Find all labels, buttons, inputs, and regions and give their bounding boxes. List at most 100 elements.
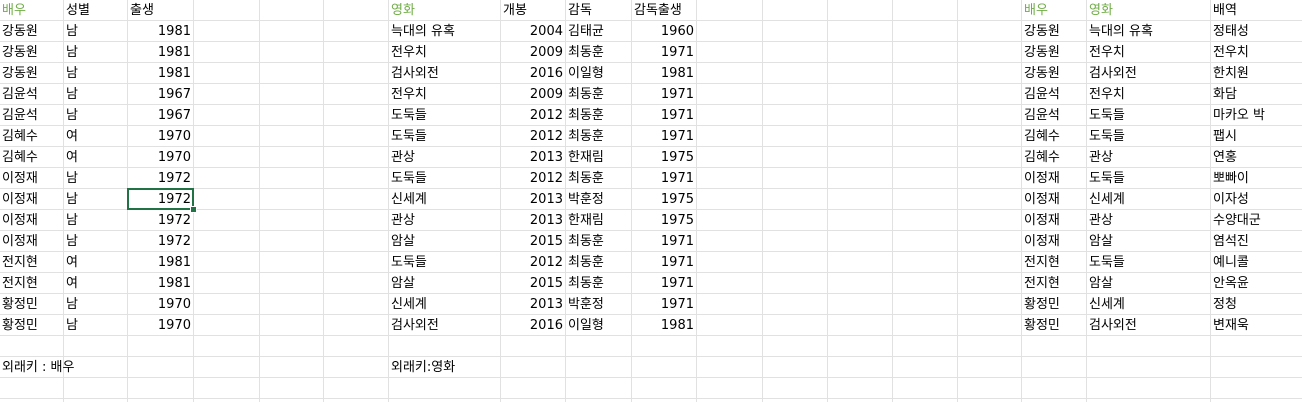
table-cell[interactable]: 강동원 bbox=[1024, 66, 1060, 81]
table-cell[interactable]: 남 bbox=[66, 213, 78, 228]
table-cell[interactable]: 2012 bbox=[529, 108, 563, 123]
table-cell[interactable]: 도둑들 bbox=[391, 108, 427, 123]
table-cell[interactable]: 강동원 bbox=[2, 45, 38, 60]
table-cell[interactable]: 이정재 bbox=[1024, 192, 1060, 207]
table-cell[interactable]: 전지현 bbox=[2, 255, 38, 270]
table-cell[interactable]: 1981 bbox=[660, 318, 694, 333]
table-cell[interactable]: 최동훈 bbox=[568, 255, 604, 270]
table-cell[interactable]: 김혜수 bbox=[2, 150, 38, 165]
table-cell[interactable]: 1971 bbox=[660, 108, 694, 123]
table-cell[interactable]: 도둑들 bbox=[391, 171, 427, 186]
table-cell[interactable]: 남 bbox=[66, 108, 78, 123]
table-cell[interactable]: 여 bbox=[66, 255, 78, 270]
table-cell[interactable]: 1970 bbox=[157, 150, 191, 165]
table-cell[interactable]: 수양대군 bbox=[1213, 213, 1261, 228]
table-cell[interactable]: 이정재 bbox=[2, 171, 38, 186]
table-cell[interactable]: 이정재 bbox=[2, 234, 38, 249]
table-cell[interactable]: 여 bbox=[66, 129, 78, 144]
table-cell[interactable]: 2013 bbox=[529, 213, 563, 228]
table-cell[interactable]: 최동훈 bbox=[568, 171, 604, 186]
table-cell[interactable]: 1972 bbox=[157, 171, 191, 186]
table-cell[interactable]: 1981 bbox=[157, 276, 191, 291]
header-cell[interactable]: 영화 bbox=[1089, 3, 1113, 18]
table-cell[interactable]: 황정민 bbox=[2, 297, 38, 312]
table-cell[interactable]: 신세계 bbox=[391, 297, 427, 312]
header-cell[interactable]: 배우 bbox=[1024, 3, 1048, 18]
table-cell[interactable]: 1971 bbox=[660, 297, 694, 312]
table-cell[interactable]: 김윤석 bbox=[1024, 108, 1060, 123]
table-cell[interactable]: 암살 bbox=[1089, 276, 1113, 291]
table-cell[interactable]: 황정민 bbox=[1024, 318, 1060, 333]
table-cell[interactable]: 황정민 bbox=[1024, 297, 1060, 312]
table-cell[interactable]: 남 bbox=[66, 297, 78, 312]
table-cell[interactable]: 이일형 bbox=[568, 66, 604, 81]
table-cell[interactable]: 남 bbox=[66, 66, 78, 81]
table-cell[interactable]: 검사외전 bbox=[1089, 66, 1137, 81]
table-cell[interactable]: 도둑들 bbox=[1089, 129, 1125, 144]
table-cell[interactable]: 남 bbox=[66, 24, 78, 39]
table-cell[interactable]: 전우치 bbox=[1089, 87, 1125, 102]
table-cell[interactable]: 관상 bbox=[1089, 213, 1113, 228]
table-cell[interactable]: 전지현 bbox=[1024, 255, 1060, 270]
table-cell[interactable]: 정태성 bbox=[1213, 24, 1249, 39]
table-cell[interactable]: 남 bbox=[66, 192, 78, 207]
table-cell[interactable]: 이정재 bbox=[2, 213, 38, 228]
table-cell[interactable]: 전우치 bbox=[391, 45, 427, 60]
table-cell[interactable]: 전지현 bbox=[2, 276, 38, 291]
header-cell[interactable]: 출생 bbox=[130, 3, 154, 18]
table-cell[interactable]: 전우치 bbox=[391, 87, 427, 102]
table-cell[interactable]: 최동훈 bbox=[568, 87, 604, 102]
table-cell[interactable]: 1970 bbox=[157, 129, 191, 144]
table-cell[interactable]: 신세계 bbox=[1089, 192, 1125, 207]
table-cell[interactable]: 이정재 bbox=[1024, 234, 1060, 249]
table-cell[interactable]: 2012 bbox=[529, 129, 563, 144]
table-cell[interactable]: 마카오 박 bbox=[1213, 108, 1265, 123]
table-cell[interactable]: 예니콜 bbox=[1213, 255, 1249, 270]
table-cell[interactable]: 팹시 bbox=[1213, 129, 1237, 144]
table-cell[interactable]: 늑대의 유혹 bbox=[391, 24, 455, 39]
table-cell[interactable]: 전우치 bbox=[1213, 45, 1249, 60]
table-cell[interactable]: 강동원 bbox=[1024, 45, 1060, 60]
table-cell[interactable]: 1970 bbox=[157, 297, 191, 312]
table-cell[interactable]: 최동훈 bbox=[568, 276, 604, 291]
table-cell[interactable]: 2009 bbox=[529, 45, 563, 60]
table-cell[interactable]: 도둑들 bbox=[1089, 255, 1125, 270]
table-cell[interactable]: 2013 bbox=[529, 150, 563, 165]
table-cell[interactable]: 여 bbox=[66, 276, 78, 291]
header-cell[interactable]: 감독 bbox=[568, 3, 592, 18]
table-cell[interactable]: 이정재 bbox=[1024, 171, 1060, 186]
table-cell[interactable]: 박훈정 bbox=[568, 297, 604, 312]
table-cell[interactable]: 2004 bbox=[529, 24, 563, 39]
table-cell[interactable]: 최동훈 bbox=[568, 45, 604, 60]
table-cell[interactable]: 강동원 bbox=[2, 24, 38, 39]
table-cell[interactable]: 김윤석 bbox=[2, 87, 38, 102]
table-cell[interactable]: 도둑들 bbox=[391, 255, 427, 270]
table-cell[interactable]: 1972 bbox=[157, 234, 191, 249]
table-cell[interactable]: 1972 bbox=[157, 213, 191, 228]
table-cell[interactable]: 2016 bbox=[529, 66, 563, 81]
table-cell[interactable]: 남 bbox=[66, 234, 78, 249]
table-cell[interactable]: 김혜수 bbox=[1024, 150, 1060, 165]
table-cell[interactable]: 김윤석 bbox=[2, 108, 38, 123]
table-cell[interactable]: 여 bbox=[66, 150, 78, 165]
table-cell[interactable]: 관상 bbox=[1089, 150, 1113, 165]
table-cell[interactable]: 1971 bbox=[660, 276, 694, 291]
header-cell[interactable]: 감독출생 bbox=[634, 3, 682, 18]
table-cell[interactable]: 1981 bbox=[157, 255, 191, 270]
table-cell[interactable]: 뽀빠이 bbox=[1213, 171, 1249, 186]
table-cell[interactable]: 1975 bbox=[660, 150, 694, 165]
table-cell[interactable]: 전우치 bbox=[1089, 45, 1125, 60]
table-cell[interactable]: 1981 bbox=[157, 66, 191, 81]
table-cell[interactable]: 남 bbox=[66, 171, 78, 186]
header-cell[interactable]: 성별 bbox=[66, 3, 90, 18]
table-cell[interactable]: 1971 bbox=[660, 87, 694, 102]
table-cell[interactable]: 이자성 bbox=[1213, 192, 1249, 207]
table-cell[interactable]: 1981 bbox=[157, 24, 191, 39]
table-cell[interactable]: 1981 bbox=[660, 66, 694, 81]
table-cell[interactable]: 1960 bbox=[660, 24, 694, 39]
table-cell[interactable]: 1971 bbox=[660, 129, 694, 144]
table-cell[interactable]: 이정재 bbox=[2, 192, 38, 207]
table-cell[interactable]: 박훈정 bbox=[568, 192, 604, 207]
table-cell[interactable]: 암살 bbox=[391, 276, 415, 291]
